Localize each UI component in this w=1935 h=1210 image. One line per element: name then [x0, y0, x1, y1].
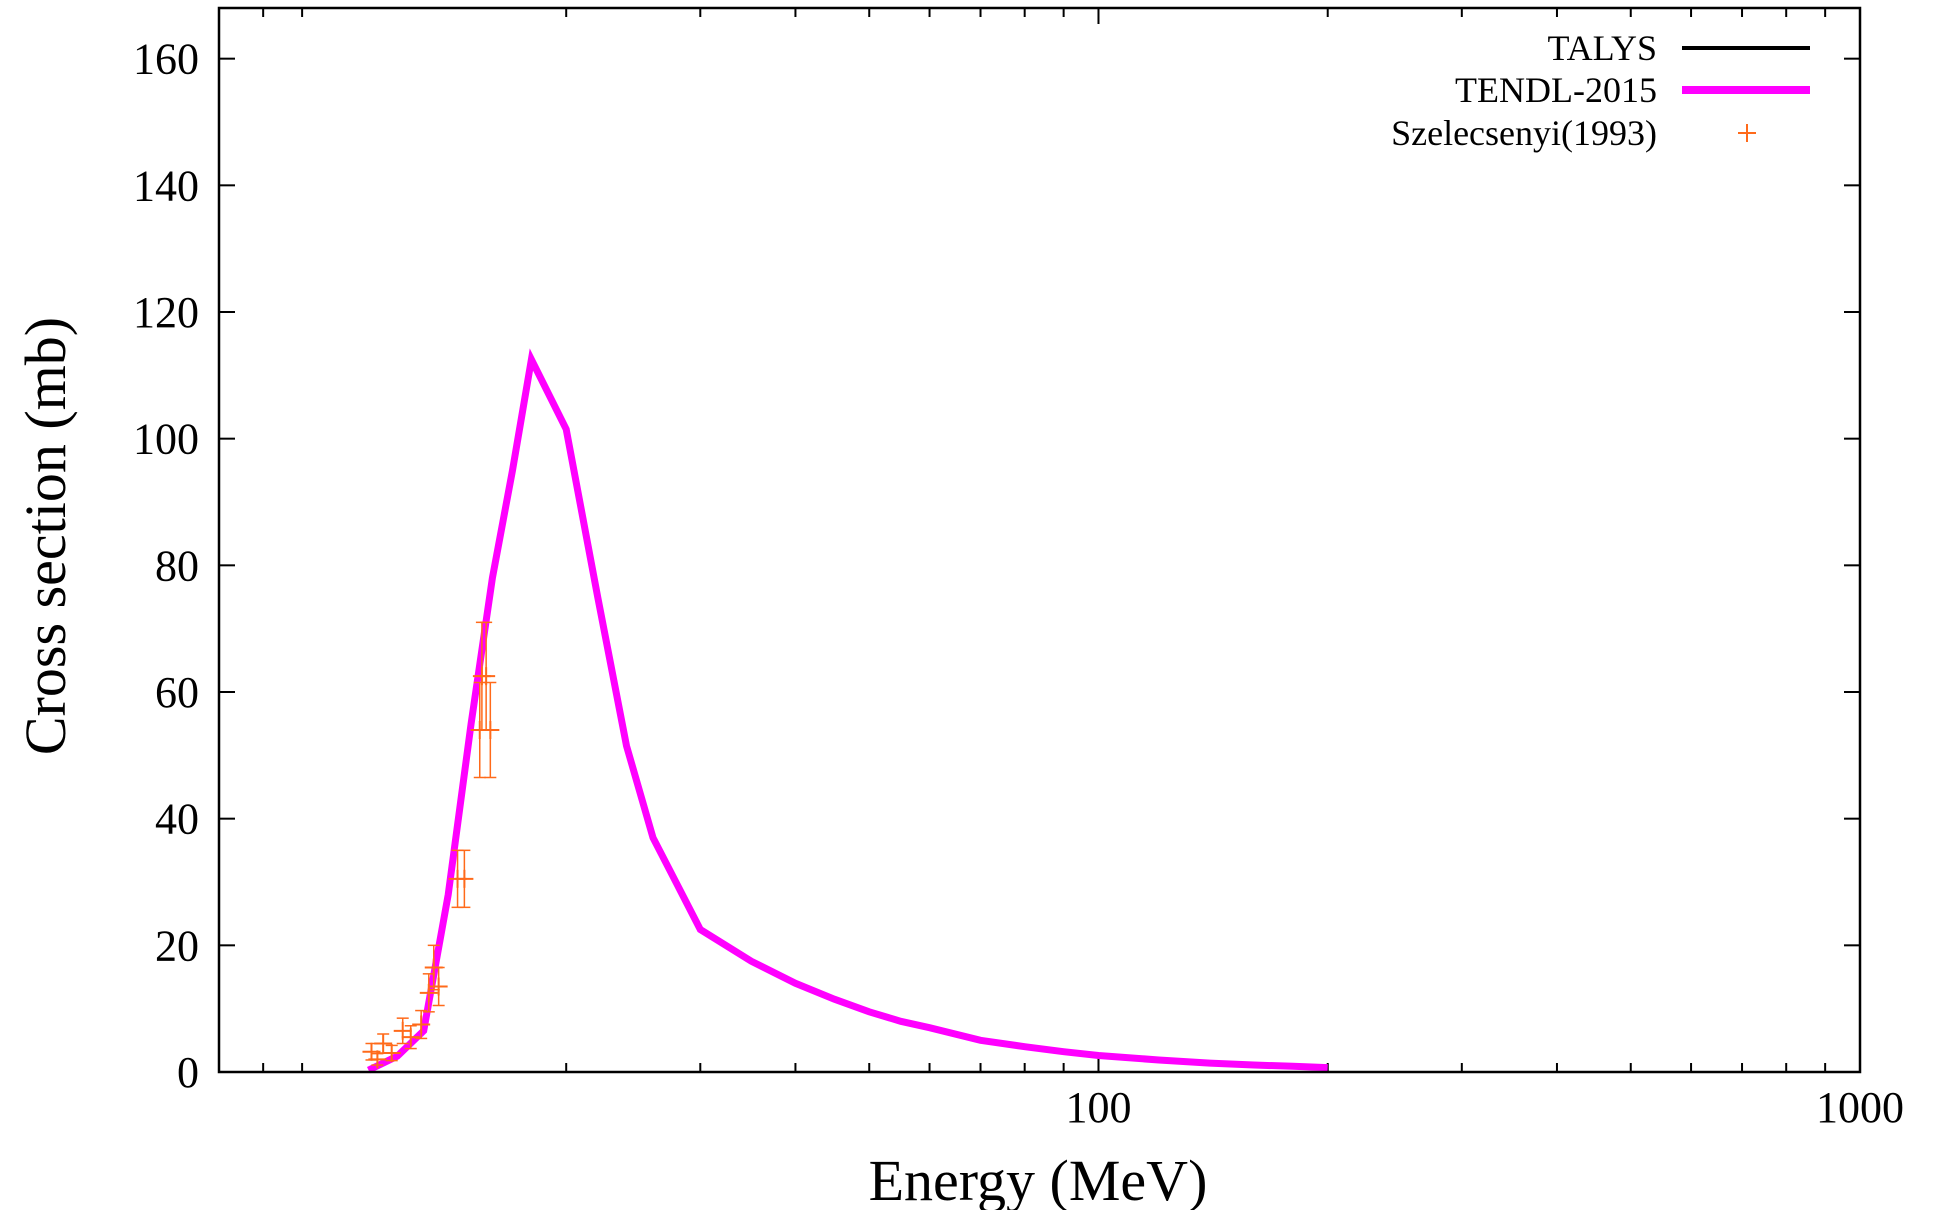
y-tick-label: 140 — [133, 161, 199, 210]
legend-label-talys: TALYS — [1547, 28, 1657, 68]
series-line-tendl-2015 — [366, 348, 1328, 1074]
y-tick-label: 80 — [155, 541, 199, 590]
data-point-szelecsenyi-1993 — [393, 1017, 412, 1045]
x-axis-title: Energy (MeV) — [869, 1148, 1208, 1210]
series-layer — [362, 348, 1328, 1074]
x-tick-label: 1000 — [1816, 1083, 1904, 1132]
x-tick-label: 100 — [1065, 1083, 1131, 1132]
data-point-szelecsenyi-1993 — [382, 1044, 401, 1062]
y-tick-label: 120 — [133, 288, 199, 337]
y-axis-title: Cross section (mb) — [13, 317, 78, 755]
legend-swatch-szelecsenyi-1993 — [1738, 124, 1756, 142]
legend: TALYS TENDL-2015 Szelecsenyi(1993) — [1391, 28, 1810, 153]
legend-label-szelecsenyi-1993: Szelecsenyi(1993) — [1391, 113, 1657, 153]
y-tick-label: 20 — [155, 921, 199, 970]
y-tick-label: 100 — [133, 415, 199, 464]
y-tick-label: 60 — [155, 668, 199, 717]
tick-marks — [219, 8, 1861, 1073]
data-point-szelecsenyi-1993 — [401, 1025, 420, 1050]
y-tick-label: 160 — [133, 35, 199, 84]
plot-frame — [217, 6, 1862, 1074]
data-point-szelecsenyi-1993 — [374, 1033, 393, 1054]
y-tick-label: 0 — [177, 1048, 199, 1097]
data-point-szelecsenyi-1993 — [429, 966, 448, 1007]
y-tick-label: 40 — [155, 795, 199, 844]
data-point-szelecsenyi-1993 — [455, 849, 474, 909]
data-point-szelecsenyi-1993 — [412, 1009, 431, 1040]
tick-labels: 0 20 40 60 80 100 120 140 160 100 1000 — [133, 35, 1904, 1132]
data-point-szelecsenyi-1993 — [481, 681, 500, 779]
legend-label-tendl-2015: TENDL-2015 — [1455, 70, 1657, 110]
